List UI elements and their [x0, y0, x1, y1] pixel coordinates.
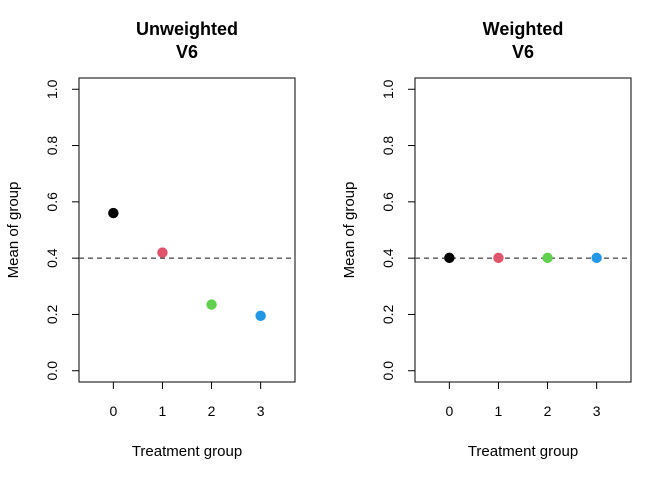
y-tick-label: 1.0: [44, 79, 60, 99]
y-axis-label: Mean of group: [5, 182, 22, 279]
x-tick-label: 3: [593, 403, 601, 419]
x-tick-label: 2: [208, 403, 216, 419]
x-tick-label: 2: [544, 403, 552, 419]
y-tick-label: 1.0: [380, 79, 396, 99]
unweighted-panel: Unweighted V6 0 1 2 3 0.0 0.2 0.4 0.6 0.8 1.0 Tre…: [5, 19, 296, 460]
chart-title-line2: V6: [512, 42, 534, 62]
chart-title-line1: Unweighted: [136, 19, 238, 39]
x-tick-label: 1: [159, 403, 167, 419]
data-point: [591, 252, 602, 264]
data-point: [493, 252, 504, 264]
y-tick-label: 0.0: [44, 361, 60, 381]
data-point: [444, 252, 455, 264]
data-point: [206, 299, 217, 310]
y-tick-label: 0.8: [44, 136, 60, 156]
x-tick-label: 0: [109, 403, 117, 419]
data-point: [255, 310, 266, 322]
y-axis-label: Mean of group: [341, 182, 358, 279]
x-axis-label: Treatment group: [468, 443, 578, 460]
plot-box: [414, 77, 632, 383]
x-tick-label: 1: [495, 403, 503, 419]
weighted-panel: Weighted V6 0 1 2 3 0.0 0.2 0.4 0.6 0.8 1.0 Treat…: [341, 19, 632, 460]
x-tick-label: 0: [445, 403, 453, 419]
x-tick-label: 3: [257, 403, 265, 419]
data-point: [108, 207, 119, 219]
plot-marks: 0 1 2 3 0.0 0.2 0.4 0.6 0.8 1.0: [44, 79, 295, 419]
y-tick-label: 0.0: [380, 361, 396, 381]
data-point: [157, 247, 168, 258]
x-axis-label: Treatment group: [132, 443, 242, 460]
y-tick-label: 0.4: [380, 248, 396, 268]
chart-title-line1: Weighted: [483, 19, 564, 39]
y-tick-label: 0.2: [44, 305, 60, 325]
y-tick-label: 0.8: [380, 136, 396, 156]
y-tick-label: 0.6: [380, 192, 396, 212]
plot-marks: 0 1 2 3 0.0 0.2 0.4 0.6 0.8 1.0: [380, 79, 631, 419]
plot-box: [78, 77, 296, 383]
y-tick-label: 0.4: [44, 248, 60, 268]
y-tick-label: 0.2: [380, 305, 396, 325]
y-tick-label: 0.6: [44, 192, 60, 212]
chart-title-line2: V6: [176, 42, 198, 62]
data-point: [542, 252, 553, 264]
